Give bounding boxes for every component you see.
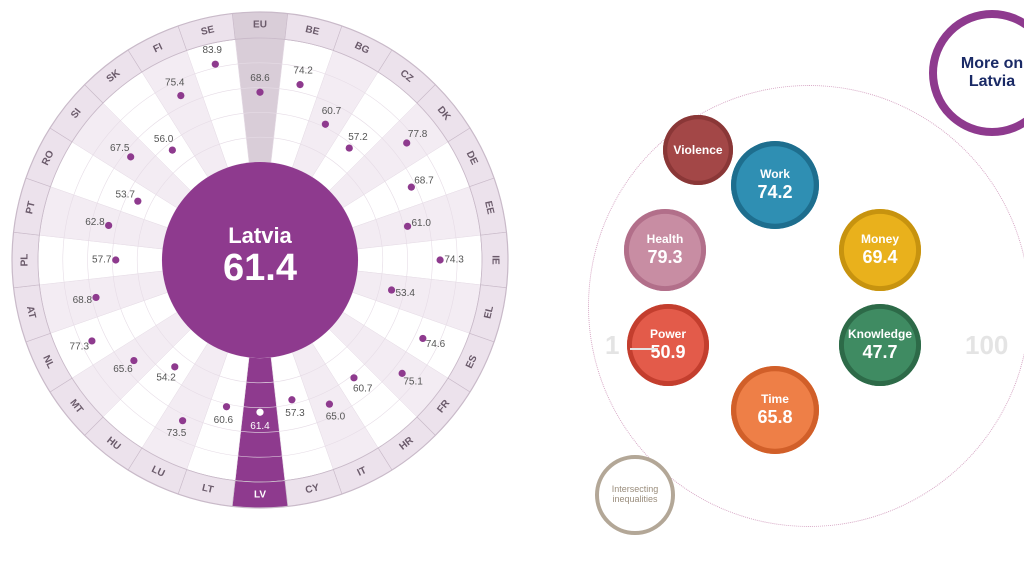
country-value: 57.2	[348, 132, 368, 143]
domain-label: Health	[647, 233, 684, 245]
country-value: 67.5	[110, 143, 130, 154]
country-value: 74.2	[293, 66, 313, 77]
domain-value: 79.3	[647, 247, 682, 268]
intersecting-inequalities-button[interactable]: Intersecting inequalities	[595, 455, 675, 535]
country-code-label[interactable]: LV	[254, 490, 266, 501]
country-value: 53.4	[395, 288, 415, 299]
domain-bubble-time[interactable]: Time 65.8	[731, 366, 819, 454]
domain-label: Time	[761, 393, 789, 405]
country-value: 83.9	[202, 45, 222, 56]
domain-bubble-power[interactable]: Power 50.9	[627, 304, 709, 386]
domain-value: 65.8	[757, 407, 792, 428]
domain-value: 69.4	[862, 247, 897, 268]
domain-bubble-money[interactable]: Money 69.4	[839, 209, 921, 291]
domain-bubble-health[interactable]: Health 79.3	[624, 209, 706, 291]
country-code-label[interactable]: PL	[20, 254, 31, 267]
scale-min-label: 1	[605, 330, 619, 361]
country-value: 60.7	[322, 106, 342, 117]
country-value: 68.7	[414, 176, 434, 187]
domain-label: Work	[760, 168, 790, 180]
domain-label: Money	[861, 233, 899, 245]
country-value: 57.7	[92, 255, 112, 266]
country-value: 73.5	[167, 428, 187, 439]
scale-dash	[630, 348, 658, 350]
country-value: 75.4	[165, 78, 185, 89]
country-value: 54.2	[156, 372, 176, 383]
country-value: 74.6	[426, 339, 446, 350]
country-value: 56.0	[154, 134, 174, 145]
domain-value: 47.7	[862, 342, 897, 363]
country-value: 53.7	[115, 190, 135, 201]
domain-label: Violence	[673, 144, 722, 156]
country-value: 61.0	[411, 218, 431, 229]
domain-value: 50.9	[650, 342, 685, 363]
country-value: 75.1	[403, 377, 423, 388]
country-value: 68.8	[73, 295, 93, 306]
scale-max-label: 100	[965, 330, 1008, 361]
country-value: 60.6	[214, 415, 234, 426]
country-value: 65.6	[113, 364, 133, 375]
domain-bubble-knowledge[interactable]: Knowledge 47.7	[839, 304, 921, 386]
country-radial-chart[interactable]: 68.6EU74.2BE60.7BG57.2CZ77.8DK68.7DE61.0…	[0, 0, 520, 520]
domain-bubble-work[interactable]: Work 74.2	[731, 141, 819, 229]
country-value: 68.6	[250, 73, 270, 84]
country-value: 60.7	[353, 383, 373, 394]
more-on-country-button[interactable]: More onLatvia	[929, 10, 1024, 136]
country-value: 74.3	[444, 255, 464, 266]
country-value: 57.3	[285, 408, 305, 419]
domain-bubble-violence[interactable]: Violence	[663, 115, 733, 185]
domain-label: Power	[650, 328, 686, 340]
domain-value: 74.2	[757, 182, 792, 203]
domain-label: Knowledge	[848, 328, 912, 340]
country-value: 62.8	[85, 217, 105, 228]
country-code-label[interactable]: IE	[489, 255, 500, 265]
country-value: 77.8	[408, 129, 428, 140]
country-value: 61.4	[250, 421, 270, 432]
country-value: 65.0	[326, 411, 346, 422]
country-code-label[interactable]: EU	[253, 20, 267, 31]
country-value: 77.3	[70, 342, 90, 353]
